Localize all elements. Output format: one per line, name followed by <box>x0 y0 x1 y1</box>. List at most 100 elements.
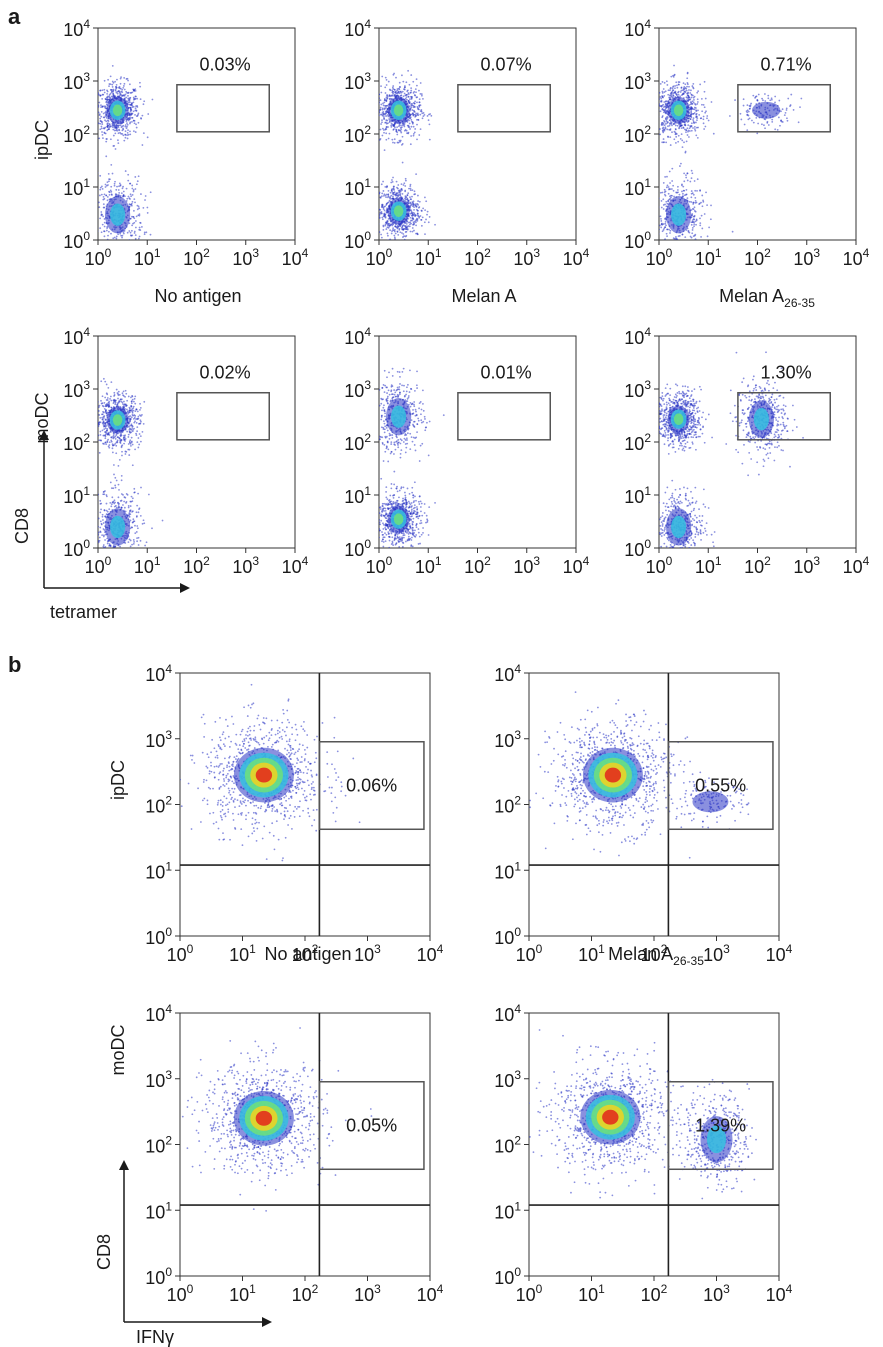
population-mid <box>672 1078 757 1200</box>
y-tick-label: 102 <box>145 1134 172 1157</box>
gate-box <box>737 83 831 133</box>
event-cloud <box>529 1029 757 1200</box>
x-tick-label: 104 <box>843 246 870 269</box>
y-tick-label: 103 <box>494 1068 521 1091</box>
gate-percent-label: 0.06% <box>346 776 397 796</box>
y-tick-label: 102 <box>63 123 90 146</box>
population-peak <box>180 683 361 862</box>
y-tick-label: 103 <box>624 70 651 93</box>
density-contour <box>393 104 404 117</box>
x-tick-label: 103 <box>232 246 259 269</box>
y-tick-label: 104 <box>63 325 90 348</box>
population-high <box>659 383 713 455</box>
row-label-b-modc: moDC <box>108 1024 128 1075</box>
x-tick-label: 103 <box>793 246 820 269</box>
x-tick-label: 100 <box>167 1282 194 1305</box>
population-high <box>379 460 436 548</box>
gate-box <box>318 741 425 831</box>
x-tick-label: 100 <box>646 246 673 269</box>
x-tick-label: 101 <box>229 1282 256 1305</box>
x-tick-label: 103 <box>703 1282 730 1305</box>
y-tick-label: 100 <box>63 229 90 252</box>
gate-percent-label: 0.03% <box>200 55 251 75</box>
y-tick-label: 104 <box>624 17 651 40</box>
y-tick-label: 103 <box>494 728 521 751</box>
plot-b-ipdc-melan-a-26-35: 0.55% 100 101 102 103 104 100 101 102 103 104 <box>494 662 792 965</box>
x-tick-label: 104 <box>766 942 793 965</box>
y-tick-label: 101 <box>145 1199 172 1222</box>
gate-box <box>176 83 270 133</box>
panel-label-b: b <box>8 652 21 677</box>
y-tick-label: 102 <box>344 431 371 454</box>
y-tick-label: 101 <box>63 484 90 507</box>
y-tick-label: 101 <box>344 176 371 199</box>
x-tick-label: 102 <box>292 942 319 965</box>
density-contour <box>604 767 622 783</box>
population-high <box>659 64 715 154</box>
population-high <box>98 377 146 467</box>
y-tick-label: 103 <box>145 1068 172 1091</box>
density-contour <box>391 405 407 428</box>
x-tick-label: 101 <box>578 942 605 965</box>
x-tick-label: 102 <box>744 246 771 269</box>
density-contour <box>255 1110 273 1126</box>
density-contour <box>673 413 684 425</box>
population-mid <box>659 479 716 548</box>
y-tick-label: 104 <box>63 17 90 40</box>
y-tick-label: 104 <box>494 662 521 685</box>
x-tick-label: 104 <box>417 942 444 965</box>
y-tick-label: 104 <box>624 325 651 348</box>
x-tick-label: 102 <box>464 246 491 269</box>
y-tick-label: 102 <box>145 794 172 817</box>
x-tick-label: 103 <box>232 554 259 577</box>
y-tick-label: 104 <box>344 325 371 348</box>
y-tick-label: 101 <box>494 859 521 882</box>
y-tick-label: 102 <box>63 431 90 454</box>
density-contour <box>692 791 729 813</box>
gate-percent-label: 0.05% <box>346 1116 397 1136</box>
x-tick-label: 102 <box>744 554 771 577</box>
x-tick-label: 101 <box>578 1282 605 1305</box>
plot-a-modc-no-antigen: 0.02% 100 101 102 103 104 100 101 102 103 104 <box>63 325 308 577</box>
plot-b-modc-no-antigen: 0.05% 100 101 102 103 104 100 101 102 103 104 <box>145 1002 443 1305</box>
row-label-a-modc: moDC <box>32 392 52 443</box>
axis-label-ifng: IFNγ <box>136 1327 174 1347</box>
y-tick-label: 101 <box>63 176 90 199</box>
density-contour <box>255 767 273 783</box>
population-mid <box>659 162 734 240</box>
gate-percent-label: 0.71% <box>761 55 812 75</box>
y-tick-label: 104 <box>344 17 371 40</box>
plot-a-modc-melan-a: 0.01% 100 101 102 103 104 100 101 102 103 104 <box>344 325 589 577</box>
row-label-a-ipdc: ipDC <box>32 120 52 160</box>
event-cloud <box>98 377 164 548</box>
x-tick-label: 100 <box>85 554 112 577</box>
event-cloud <box>659 351 804 548</box>
population-mid <box>725 351 804 477</box>
caption-a-col2: Melan A <box>451 286 516 306</box>
y-tick-label: 100 <box>63 537 90 560</box>
gate-percent-label: 1.39% <box>695 1116 746 1136</box>
density-contour <box>673 104 684 117</box>
x-tick-label: 103 <box>354 942 381 965</box>
event-cloud <box>98 64 154 240</box>
caption-a-col3: Melan A26-35 <box>719 286 815 310</box>
y-tick-label: 100 <box>344 537 371 560</box>
density-contour <box>706 1125 727 1154</box>
x-tick-label: 100 <box>167 942 194 965</box>
y-tick-label: 103 <box>63 378 90 401</box>
plot-a-ipdc-melan-a: 0.07% 100 101 102 103 104 100 101 102 103 104 <box>344 17 589 269</box>
y-tick-label: 103 <box>344 70 371 93</box>
x-tick-label: 104 <box>766 1282 793 1305</box>
event-cloud <box>180 683 361 862</box>
population-high <box>98 64 154 166</box>
x-tick-label: 102 <box>183 554 210 577</box>
y-tick-label: 102 <box>344 123 371 146</box>
density-contour <box>112 414 123 426</box>
x-tick-label: 104 <box>417 1282 444 1305</box>
y-tick-label: 100 <box>494 925 521 948</box>
population-low <box>670 770 750 830</box>
y-tick-label: 100 <box>344 229 371 252</box>
x-tick-label: 100 <box>516 1282 543 1305</box>
x-tick-label: 100 <box>516 942 543 965</box>
gate-percent-label: 0.55% <box>695 776 746 796</box>
